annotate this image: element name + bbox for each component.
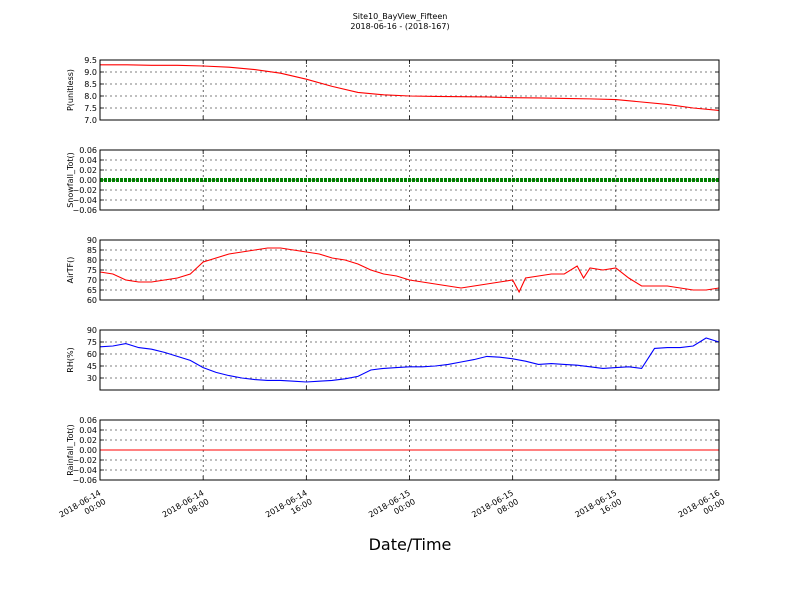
y-tick-label: 75 [87, 266, 97, 275]
y-tick-label: 8.5 [84, 80, 97, 89]
y-axis-label: P(unitless) [66, 69, 75, 111]
panel-3: 30 45 60 75 90 RH(%) [66, 326, 720, 391]
y-tick-label: −0.04 [72, 466, 97, 475]
y-tick-label: 9.0 [84, 68, 97, 77]
plot-frame [99, 329, 720, 391]
panels: 7.07.58.08.59.09.5P(unitless)−0.06−0.04−… [66, 56, 720, 485]
y-tick-label: −0.06 [72, 206, 97, 215]
y-tick-label: 60 [87, 350, 97, 359]
y-tick-label: 75 [87, 338, 97, 347]
y-tick-label: 0.02 [79, 166, 97, 175]
y-tick-label: −0.02 [72, 186, 97, 195]
plot-frame [99, 239, 720, 301]
y-tick-label: −0.04 [72, 196, 97, 205]
y-tick-label: 65 [87, 286, 97, 295]
y-tick-label: 90 [87, 326, 97, 335]
y-tick-label: 70 [87, 276, 97, 285]
y-tick-label: 9.5 [84, 56, 97, 65]
chart-title: Site10_BayView_Fifteen [353, 12, 448, 21]
y-tick-label: 60 [87, 296, 97, 305]
y-tick-label: 0.06 [79, 416, 97, 425]
y-tick-label: 30 [87, 374, 97, 383]
y-tick-label: 90 [87, 236, 97, 245]
x-axis-label: Date/Time [369, 535, 452, 554]
panel-4: −0.06−0.04−0.020.000.020.040.06 Rainfall_… [66, 416, 720, 485]
y-tick-label: 0.00 [79, 446, 97, 455]
series-line-2-0 [99, 247, 720, 294]
y-axis-label: RH(%) [66, 347, 75, 372]
y-tick-label: 0.02 [79, 436, 97, 445]
y-tick-label: 0.04 [79, 426, 97, 435]
y-axis-label: AirTF() [66, 257, 75, 284]
series-line-0-0 [100, 64, 720, 111]
y-tick-label: −0.02 [72, 456, 97, 465]
chart-subtitle: 2018-06-16 - (2018-167) [350, 22, 449, 31]
plot-frame [99, 59, 720, 121]
y-tick-label: 7.5 [84, 104, 97, 113]
series-line-3-0 [99, 337, 720, 383]
y-axis-label: Snowfall_Tot() [66, 152, 75, 208]
y-tick-label: 0.00 [79, 176, 97, 185]
plot-frame [99, 149, 720, 211]
plot-frame [99, 419, 720, 481]
y-axis-label: Rainfall_Tot() [66, 424, 75, 476]
y-tick-label: 80 [87, 256, 97, 265]
y-tick-label: 45 [87, 362, 97, 371]
y-tick-label: 7.0 [84, 116, 97, 125]
panel-1: −0.06−0.04−0.020.000.020.040.06 Snowfall_… [66, 146, 720, 215]
y-tick-label: 8.0 [84, 92, 97, 101]
y-tick-label: 85 [87, 246, 97, 255]
y-tick-label: 0.04 [79, 156, 97, 165]
y-tick-label: −0.06 [72, 476, 97, 485]
y-tick-label: 0.06 [79, 146, 97, 155]
panel-0: 7.0 7.5 8.0 8.5 9.0 9.5 P(unitless) [66, 56, 720, 125]
